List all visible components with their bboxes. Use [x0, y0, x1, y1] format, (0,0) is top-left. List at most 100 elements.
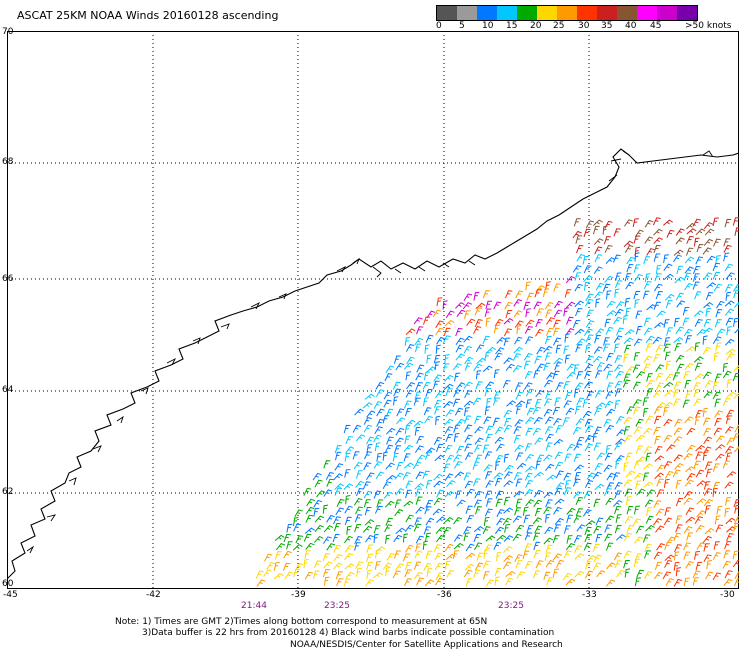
wind-barb [594, 462, 603, 471]
wind-barb [576, 524, 586, 532]
wind-barb [663, 343, 671, 352]
wind-barb [646, 388, 654, 397]
wind-barb [323, 489, 333, 497]
wind-barb [672, 469, 681, 478]
wind-barb [484, 406, 491, 416]
wind-barb [334, 463, 344, 471]
wind-barb [586, 309, 594, 318]
wind-barb [402, 533, 409, 543]
wind-barb [535, 560, 544, 569]
wind-barb [544, 526, 554, 535]
wind-barb [645, 335, 655, 344]
wind-barb [523, 514, 531, 524]
wind-barb [464, 415, 472, 424]
wind-barb [574, 272, 582, 281]
wind-barb [525, 453, 535, 462]
wind-barb [513, 472, 522, 481]
wind-barb [726, 391, 737, 398]
wind-barb [582, 410, 592, 419]
wind-barb [494, 526, 504, 535]
wind-barb [596, 452, 606, 461]
wind-barb [663, 434, 672, 443]
wind-barb [485, 471, 493, 480]
wind-barb [415, 506, 425, 514]
wind-barb [586, 472, 596, 480]
wind-barb [455, 302, 465, 309]
wind-barb [663, 407, 669, 416]
wind-barb [642, 463, 653, 470]
wind-barb [396, 461, 404, 471]
wind-barb [344, 505, 353, 514]
wind-barb [594, 426, 602, 435]
wind-barb [433, 354, 441, 364]
wind-barb [595, 534, 602, 543]
wind-barb [614, 482, 623, 490]
wind-barb [514, 336, 523, 345]
wind-barb [552, 406, 561, 415]
wind-barb [525, 319, 535, 327]
wind-barb [344, 552, 354, 561]
wind-barb [626, 406, 635, 415]
wind-barb [562, 572, 572, 581]
wind-barb [484, 490, 493, 499]
wind-barb [432, 380, 440, 390]
wind-barb [413, 561, 422, 570]
wind-barb [313, 507, 320, 517]
wind-barb [693, 460, 701, 469]
wind-barb [675, 479, 682, 489]
wind-barb [565, 328, 575, 336]
wind-barb [563, 307, 570, 317]
wind-barb [694, 516, 704, 524]
wind-barb [685, 516, 696, 524]
wind-barb [256, 579, 266, 587]
wind-barb [314, 479, 323, 488]
wind-barb [565, 543, 575, 551]
wind-barb [625, 470, 636, 478]
wind-barb [723, 244, 732, 253]
wind-barb [425, 517, 435, 526]
wind-barb [584, 443, 593, 452]
wind-barb [616, 569, 625, 578]
wind-barb [614, 288, 620, 298]
wind-barb [676, 265, 684, 275]
wind-barb [295, 535, 304, 544]
wind-barb [474, 426, 484, 434]
wind-barb [635, 480, 642, 490]
wind-barb [703, 272, 713, 280]
wind-barb [472, 461, 480, 470]
wind-barb [685, 390, 693, 399]
wind-barbs [255, 217, 739, 587]
wind-barb [322, 504, 329, 514]
wind-barb [543, 571, 551, 580]
wind-barb [703, 391, 713, 399]
wind-barb [732, 550, 739, 560]
wind-barb [702, 247, 712, 255]
wind-barb [463, 345, 473, 354]
wind-barb [626, 256, 636, 265]
wind-barb [514, 554, 523, 563]
wind-barb [564, 354, 571, 364]
wind-barb [532, 517, 542, 525]
wind-barb [724, 481, 734, 489]
wind-barb [546, 474, 557, 481]
wind-barb [705, 571, 714, 580]
wind-barb [523, 382, 533, 390]
wind-barb [416, 577, 424, 586]
wind-barb [364, 451, 372, 460]
wind-barb [574, 283, 583, 292]
wind-barb [452, 363, 462, 371]
wind-barb [496, 509, 505, 518]
wind-barb [326, 478, 334, 487]
wind-barb [643, 407, 649, 417]
wind-barb [563, 381, 571, 390]
wind-barb [586, 555, 597, 562]
wind-barb [606, 562, 616, 570]
wind-barb [515, 400, 526, 407]
wind-barb [593, 407, 602, 416]
wind-barb [453, 389, 462, 398]
wind-barb [636, 569, 645, 578]
wind-barb [545, 433, 554, 442]
wind-barb [494, 352, 503, 361]
wind-barb [673, 532, 681, 542]
wind-barb [615, 438, 625, 445]
